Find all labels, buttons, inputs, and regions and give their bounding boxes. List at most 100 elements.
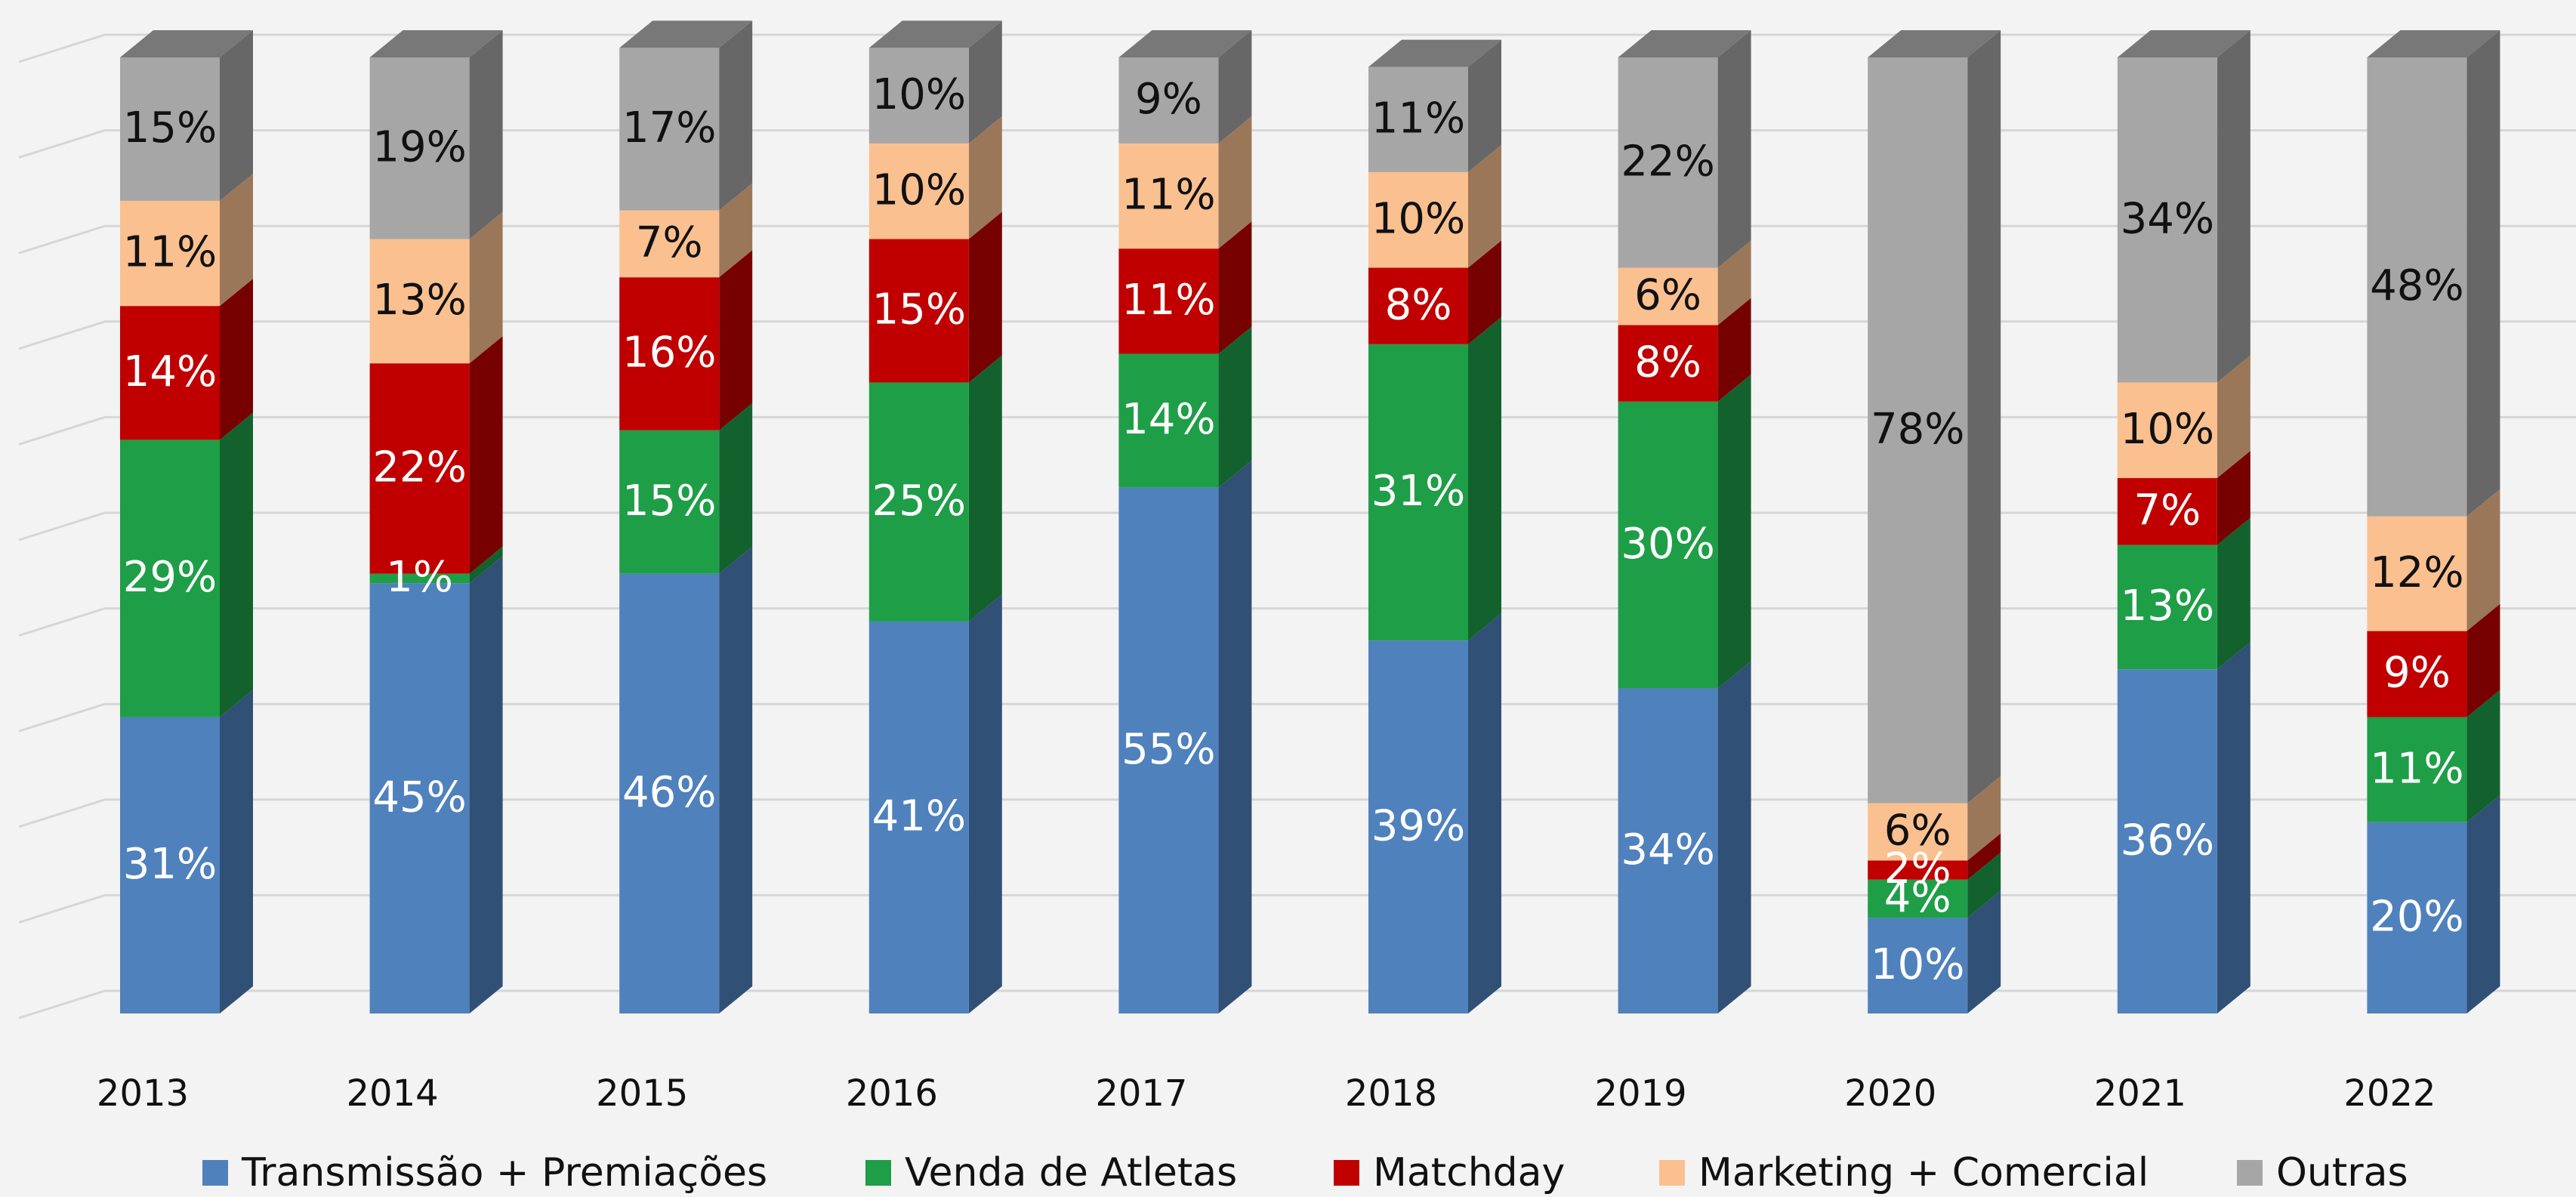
bar: [1368, 640, 1468, 1013]
bar-top: [1618, 30, 1751, 57]
bar-side: [968, 116, 1002, 239]
x-tick-label: 2014: [347, 1072, 439, 1115]
bar-side: [1218, 326, 1252, 488]
grid-line: [18, 511, 2576, 541]
bar-side: [2466, 603, 2500, 717]
bar-top: [2367, 30, 2500, 57]
value-label: 16%: [622, 329, 716, 378]
grid-line: [18, 893, 2576, 924]
bar: [2367, 717, 2467, 822]
x-tick-label: 2018: [1345, 1072, 1437, 1115]
legend-swatch: [1334, 1160, 1359, 1186]
value-label: 9%: [2383, 649, 2451, 698]
value-label: 9%: [1135, 75, 1202, 124]
bar-side: [469, 556, 503, 1013]
bar-side: [1218, 221, 1252, 354]
bar: [1618, 57, 1718, 268]
bar-side: [1967, 776, 2001, 861]
grid-line: [18, 989, 2576, 1020]
value-label: 13%: [372, 276, 466, 325]
bar-top: [1118, 30, 1252, 57]
bar-top: [120, 30, 253, 57]
bar: [2117, 545, 2217, 670]
bar-top: [1368, 39, 1501, 67]
value-label: 11%: [1371, 94, 1465, 143]
bar-side: [1218, 460, 1252, 1013]
value-label: 22%: [372, 443, 466, 492]
bar-side: [719, 183, 753, 278]
grid-line: [18, 702, 2576, 733]
value-label: 10%: [2121, 405, 2214, 454]
bar-side: [220, 30, 253, 201]
bar-side: [1468, 316, 1501, 641]
bar: [369, 57, 470, 239]
bar: [1368, 267, 1468, 344]
value-label: 36%: [2121, 816, 2214, 865]
bar: [120, 200, 220, 307]
bar-side: [1717, 298, 1751, 402]
bar-side: [968, 594, 1002, 1013]
bar-side: [1967, 890, 2001, 1013]
grid-line: [18, 320, 2576, 350]
value-label: 15%: [123, 103, 217, 153]
bar: [120, 717, 220, 1013]
value-label: 10%: [872, 70, 966, 119]
bar: [619, 277, 720, 430]
value-label: 6%: [1884, 807, 1951, 856]
bar: [2367, 822, 2467, 1013]
value-label: 31%: [123, 840, 217, 889]
value-label: 2%: [1884, 844, 1951, 893]
bar-side: [1468, 144, 1501, 268]
bar: [1368, 171, 1468, 268]
bar: [369, 239, 470, 364]
bar-side: [220, 173, 253, 307]
bar-side: [2466, 794, 2500, 1013]
grid-line: [18, 607, 2576, 637]
bar-side: [1967, 30, 2001, 804]
bar: [369, 583, 470, 1013]
value-label: 14%: [123, 347, 217, 396]
value-label: 17%: [622, 103, 716, 153]
bar-side: [1468, 613, 1501, 1013]
bar-side: [968, 211, 1002, 383]
bar: [868, 48, 969, 143]
bar-side: [469, 30, 503, 239]
bar: [1118, 248, 1219, 354]
value-label: 48%: [2370, 261, 2463, 310]
bar-side: [469, 336, 503, 574]
legend-label: Outras: [2276, 1150, 2408, 1195]
x-tick-label: 2016: [846, 1072, 938, 1115]
bar: [120, 440, 220, 717]
value-label: 55%: [1121, 725, 1215, 774]
bar-side: [1468, 240, 1501, 344]
bar: [1118, 57, 1219, 143]
bar-side: [2466, 30, 2500, 517]
bar: [1868, 57, 1968, 804]
bar: [1618, 401, 1718, 689]
value-label: 46%: [622, 768, 716, 817]
legend-label: Matchday: [1373, 1150, 1565, 1195]
value-label: 10%: [872, 165, 966, 214]
bar: [120, 306, 220, 440]
value-label: 41%: [872, 792, 966, 841]
bar: [2367, 631, 2467, 717]
bar: [2117, 669, 2217, 1013]
value-label: 15%: [622, 477, 716, 526]
value-label: 6%: [1634, 271, 1701, 320]
bar-side: [2466, 690, 2500, 822]
bar: [619, 48, 720, 211]
value-label: 45%: [372, 773, 466, 822]
x-tick-label: 2019: [1595, 1072, 1687, 1115]
bar-side: [1717, 240, 1751, 325]
bar-side: [220, 690, 253, 1013]
bar-side: [968, 20, 1002, 143]
value-label: 31%: [1371, 467, 1465, 516]
bar-side: [1218, 116, 1252, 249]
bar: [1118, 353, 1219, 488]
bar: [1868, 860, 1968, 880]
bar-side: [2217, 517, 2251, 670]
grid-line: [18, 798, 2576, 828]
bar: [1368, 344, 1468, 641]
